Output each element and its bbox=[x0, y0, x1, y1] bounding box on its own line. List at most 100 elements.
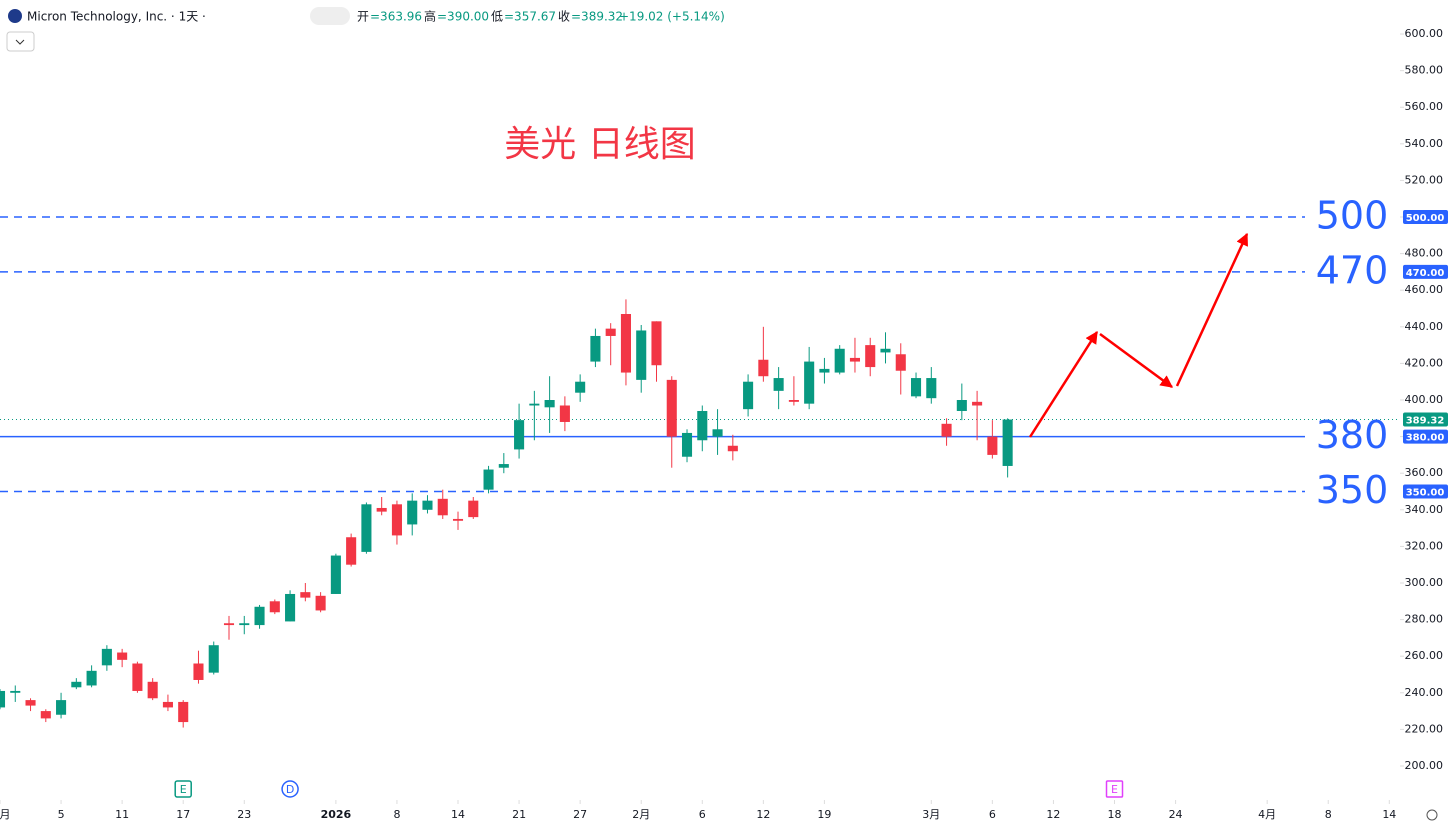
ohlc-change: +19.02 (+5.14%) bbox=[619, 10, 725, 24]
y-tick-label: 420.00 bbox=[1405, 356, 1444, 369]
price-tag: 470.00 bbox=[1406, 268, 1445, 279]
x-tick-label: 18 bbox=[1108, 808, 1122, 821]
x-tick-label: 14 bbox=[451, 808, 465, 821]
arrow bbox=[1028, 330, 1099, 438]
price-tag: 380.00 bbox=[1406, 433, 1445, 444]
candle-body bbox=[819, 368, 830, 373]
candle-body bbox=[865, 345, 876, 368]
x-tick-label: 12 bbox=[1046, 808, 1060, 821]
candle-body bbox=[452, 518, 464, 521]
candle-body bbox=[10, 690, 21, 693]
arrow bbox=[1175, 232, 1249, 387]
candle-body bbox=[880, 348, 891, 353]
candle-body bbox=[71, 681, 82, 688]
price-line-label: 500 bbox=[1316, 194, 1389, 238]
candle-body bbox=[346, 537, 357, 565]
candle-body bbox=[590, 335, 601, 362]
y-tick-label: 280.00 bbox=[1405, 613, 1444, 626]
candle-body bbox=[407, 500, 418, 525]
candle-body bbox=[239, 623, 250, 626]
candle-body bbox=[559, 405, 570, 422]
x-tick-label: 23 bbox=[237, 808, 251, 821]
x-tick-label: 2月 bbox=[632, 808, 650, 821]
candle-body bbox=[300, 592, 311, 598]
x-tick-label: 19 bbox=[817, 808, 831, 821]
price-tag: 350.00 bbox=[1406, 487, 1445, 498]
toggle[interactable] bbox=[310, 7, 350, 25]
candle-body bbox=[223, 623, 235, 626]
collapse-button[interactable] bbox=[6, 31, 35, 52]
x-tick-label: 3月 bbox=[922, 808, 940, 821]
x-tick-label: 8 bbox=[1325, 808, 1332, 821]
x-tick-label: 27 bbox=[573, 808, 587, 821]
price-tag: 500.00 bbox=[1406, 213, 1445, 224]
candle-body bbox=[468, 500, 479, 518]
chevron bbox=[15, 39, 25, 45]
event-label: D bbox=[286, 783, 294, 796]
candle-body bbox=[56, 700, 67, 715]
candle-body bbox=[743, 381, 754, 410]
candle-body bbox=[834, 348, 845, 373]
candle-body bbox=[498, 464, 509, 468]
y-tick-label: 300.00 bbox=[1405, 576, 1444, 589]
candle-body bbox=[712, 429, 723, 437]
candle-body bbox=[651, 321, 662, 366]
header-bg bbox=[0, 0, 720, 30]
candle-body bbox=[132, 663, 143, 691]
candle-body bbox=[391, 504, 402, 536]
candle-body bbox=[269, 601, 280, 613]
settings-icon[interactable] bbox=[1426, 809, 1438, 821]
ohlc-label: 低 bbox=[491, 10, 503, 24]
x-tick-label: 12 bbox=[756, 808, 770, 821]
y-tick-label: 340.00 bbox=[1405, 503, 1444, 516]
price-tag-bg bbox=[1403, 484, 1448, 499]
x-tick-label: 24 bbox=[1169, 808, 1183, 821]
candle-body bbox=[666, 379, 677, 437]
candle-body bbox=[315, 595, 326, 611]
y-tick-label: 600.00 bbox=[1405, 27, 1444, 40]
price-line-label: 380 bbox=[1316, 413, 1389, 457]
y-tick-label: 480.00 bbox=[1405, 247, 1444, 260]
x-tick-label: 月 bbox=[0, 808, 11, 821]
candle-body bbox=[208, 645, 219, 673]
candle-body bbox=[437, 498, 448, 516]
candle-body bbox=[636, 330, 647, 380]
x-tick-label: 17 bbox=[176, 808, 190, 821]
x-tick-label: 2026 bbox=[321, 808, 352, 821]
event-marker bbox=[281, 780, 299, 798]
ohlc-value: =357.67 bbox=[504, 10, 556, 24]
candle-body bbox=[178, 701, 189, 723]
x-tick-label: 11 bbox=[115, 808, 129, 821]
candle-body bbox=[330, 555, 341, 594]
arrow bbox=[1099, 332, 1174, 389]
x-tick-label: 14 bbox=[1382, 808, 1396, 821]
candle-body bbox=[544, 400, 555, 408]
candle-body bbox=[895, 354, 906, 371]
candle-body bbox=[376, 507, 387, 512]
x-tick-label: 6 bbox=[699, 808, 706, 821]
y-tick-label: 440.00 bbox=[1405, 320, 1444, 333]
last-price-tag-bg bbox=[1403, 412, 1448, 427]
candle-body bbox=[788, 400, 799, 402]
candle-body bbox=[697, 410, 708, 441]
candle-body bbox=[773, 378, 784, 391]
candle-body bbox=[40, 711, 51, 719]
y-tick-label: 580.00 bbox=[1405, 64, 1444, 77]
candle-body bbox=[620, 314, 631, 373]
symbol-name: Micron Technology, Inc. · 1天 · bbox=[27, 10, 206, 24]
candle-body bbox=[681, 432, 693, 457]
candle-body bbox=[758, 359, 769, 377]
candle-body bbox=[193, 663, 204, 680]
y-tick-label: 560.00 bbox=[1405, 100, 1444, 113]
candle-body bbox=[575, 381, 586, 393]
y-tick-label: 240.00 bbox=[1405, 686, 1444, 699]
candle-body bbox=[804, 361, 815, 404]
event-label: E bbox=[180, 783, 187, 796]
candle-body bbox=[0, 690, 6, 708]
price-line-label: 470 bbox=[1316, 248, 1389, 292]
candle-body bbox=[941, 423, 952, 437]
y-tick-label: 540.00 bbox=[1405, 137, 1444, 150]
candle-body bbox=[147, 681, 158, 699]
